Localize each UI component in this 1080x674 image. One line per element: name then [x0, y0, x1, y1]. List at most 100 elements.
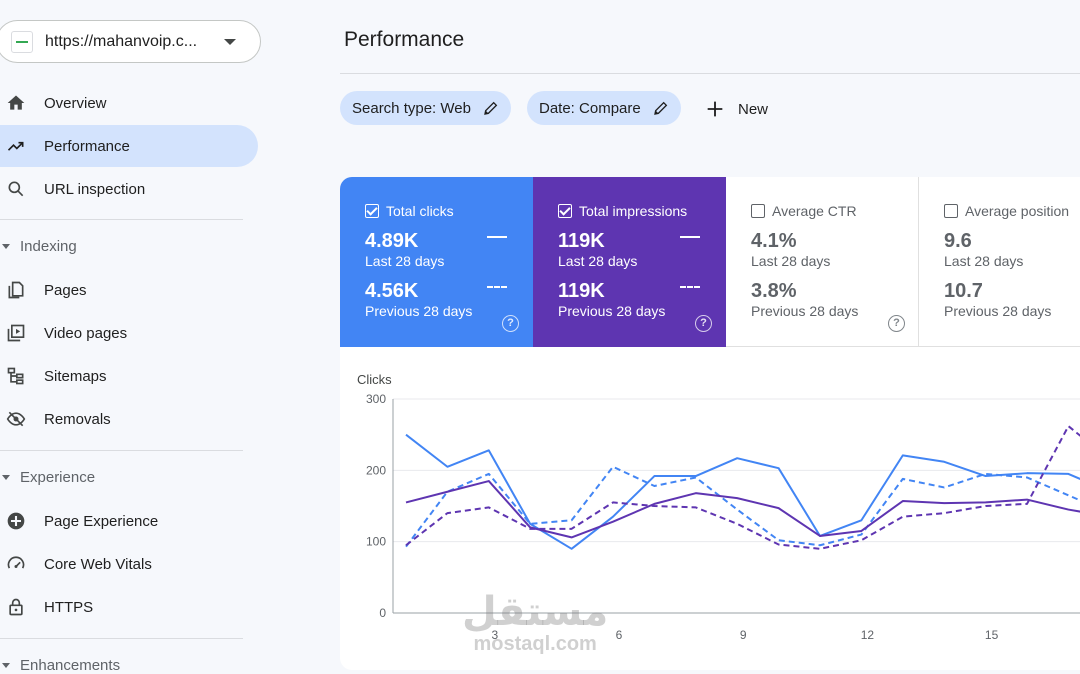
- metric-current-period: Last 28 days: [365, 253, 445, 269]
- section-indexing[interactable]: Indexing: [0, 238, 77, 255]
- nav-item-label: Removals: [44, 410, 111, 428]
- nav-item-label: Pages: [44, 281, 87, 299]
- nav-item-performance[interactable]: Performance: [0, 125, 258, 167]
- help-icon[interactable]: ?: [888, 315, 905, 332]
- nav-item-label: Page Experience: [44, 512, 159, 530]
- plus-icon: [707, 101, 723, 117]
- metric-card-average-position[interactable]: Average position 9.6 Last 28 days 10.7 P…: [919, 177, 1080, 347]
- nav-item-label: Core Web Vitals: [44, 555, 152, 573]
- nav-item-https[interactable]: HTTPS: [0, 586, 258, 628]
- metric-current-period: Last 28 days: [558, 253, 638, 269]
- metric-card-total-impressions[interactable]: Total impressions 119K Last 28 days 119K…: [533, 177, 726, 347]
- pages-icon: [8, 281, 24, 299]
- divider: [0, 219, 243, 220]
- section-label: Enhancements: [20, 657, 121, 674]
- y-tick-label: 300: [366, 392, 386, 406]
- video-pages-icon: [7, 324, 25, 342]
- search-type-filter-chip[interactable]: Search type: Web: [340, 91, 511, 125]
- metric-previous-period: Previous 28 days: [751, 303, 859, 319]
- page-experience-icon: [7, 512, 25, 530]
- metric-previous-value: 10.7: [944, 280, 983, 302]
- property-selector[interactable]: https://mahanvoip.c...: [0, 20, 261, 63]
- new-filter-label: New: [738, 100, 769, 118]
- collapse-triangle-icon: [2, 244, 10, 249]
- page-title: Performance: [344, 28, 465, 51]
- dashed-line-legend-icon: [680, 286, 700, 288]
- nav-item-removals[interactable]: Removals: [0, 398, 258, 440]
- metric-previous-value: 4.56K: [365, 280, 419, 302]
- metric-card-total-clicks[interactable]: Total clicks 4.89K Last 28 days 4.56K Pr…: [340, 177, 533, 347]
- metric-current-value: 4.89K: [365, 230, 419, 252]
- metric-card-average-ctr[interactable]: Average CTR 4.1% Last 28 days 3.8% Previ…: [726, 177, 919, 347]
- trending-up-icon: [7, 141, 24, 151]
- series-line-3: [405, 480, 1080, 539]
- chip-label: Date: Compare: [539, 99, 641, 117]
- x-tick-label: 12: [861, 628, 875, 642]
- sitemap-icon: [7, 367, 24, 385]
- y-tick-label: 0: [379, 606, 386, 620]
- metric-previous-period: Previous 28 days: [944, 303, 1052, 319]
- search-icon: [8, 181, 24, 197]
- series-line-4: [405, 425, 1080, 550]
- metric-label: Average position: [965, 203, 1070, 219]
- help-icon[interactable]: ?: [695, 315, 712, 332]
- checkbox-checked-icon[interactable]: [365, 204, 379, 218]
- visibility-off-icon: [6, 411, 26, 427]
- nav-item-core-web-vitals[interactable]: Core Web Vitals: [0, 543, 258, 585]
- new-filter-button[interactable]: New: [704, 95, 768, 123]
- y-tick-label: 200: [366, 463, 386, 477]
- solid-line-legend-icon: [680, 236, 700, 238]
- nav-item-label: Sitemaps: [44, 367, 107, 385]
- edit-pencil-icon: [484, 101, 498, 115]
- x-tick-label: 6: [616, 628, 623, 642]
- metric-label: Average CTR: [772, 203, 857, 219]
- nav-item-video-pages[interactable]: Video pages: [0, 312, 258, 354]
- nav-item-url-inspection[interactable]: URL inspection: [0, 168, 258, 210]
- nav-item-page-experience[interactable]: Page Experience: [0, 500, 258, 542]
- nav-item-overview[interactable]: Overview: [0, 82, 258, 124]
- nav-item-pages[interactable]: Pages: [0, 269, 258, 311]
- property-url: https://mahanvoip.c...: [45, 32, 198, 50]
- x-tick-label: 3: [491, 628, 498, 642]
- header-divider: [340, 73, 1080, 74]
- date-filter-chip[interactable]: Date: Compare: [527, 91, 681, 125]
- clicks-line-chart: Clicks 0 100 200 300 3 6 9 12 15: [357, 372, 1080, 642]
- home-icon: [7, 95, 25, 110]
- section-experience[interactable]: Experience: [0, 469, 95, 486]
- nav-item-label: HTTPS: [44, 598, 94, 616]
- dropdown-caret-icon: [224, 38, 236, 45]
- x-tick-label: 15: [985, 628, 999, 642]
- metric-label: Total impressions: [579, 203, 688, 219]
- watermark-arabic: مستقل: [462, 589, 609, 635]
- metric-current-period: Last 28 days: [944, 253, 1024, 269]
- dashed-line-legend-icon: [487, 286, 507, 288]
- solid-line-legend-icon: [487, 236, 507, 238]
- checkbox-unchecked-icon[interactable]: [751, 204, 765, 218]
- collapse-triangle-icon: [2, 663, 10, 668]
- speed-gauge-icon: [7, 556, 25, 569]
- metric-current-value: 9.6: [944, 230, 972, 252]
- x-tick-label: 9: [740, 628, 747, 642]
- metric-current-period: Last 28 days: [751, 253, 831, 269]
- divider: [0, 638, 243, 639]
- chip-label: Search type: Web: [352, 99, 471, 117]
- sidebar: https://mahanvoip.c... Overview Performa…: [0, 0, 272, 674]
- y-tick-label: 100: [366, 535, 386, 549]
- help-icon[interactable]: ?: [502, 315, 519, 332]
- performance-chart: Clicks 0 100 200 300 3 6 9 12 15: [340, 347, 1080, 670]
- metric-previous-period: Previous 28 days: [365, 303, 473, 319]
- metric-label: Total clicks: [386, 203, 454, 219]
- section-enhancements[interactable]: Enhancements: [0, 657, 120, 674]
- checkbox-unchecked-icon[interactable]: [944, 204, 958, 218]
- checkbox-checked-icon[interactable]: [558, 204, 572, 218]
- site-favicon-icon: [11, 30, 33, 53]
- nav-item-label: Overview: [44, 94, 107, 112]
- nav-item-sitemaps[interactable]: Sitemaps: [0, 355, 258, 397]
- lock-icon: [9, 598, 23, 616]
- watermark: مستقل mostaql.com: [462, 590, 608, 654]
- series-line-1: [405, 433, 1080, 550]
- metric-previous-value: 119K: [558, 280, 605, 302]
- section-label: Indexing: [20, 238, 77, 255]
- y-axis-label: Clicks: [357, 372, 392, 387]
- metric-current-value: 4.1%: [751, 230, 797, 252]
